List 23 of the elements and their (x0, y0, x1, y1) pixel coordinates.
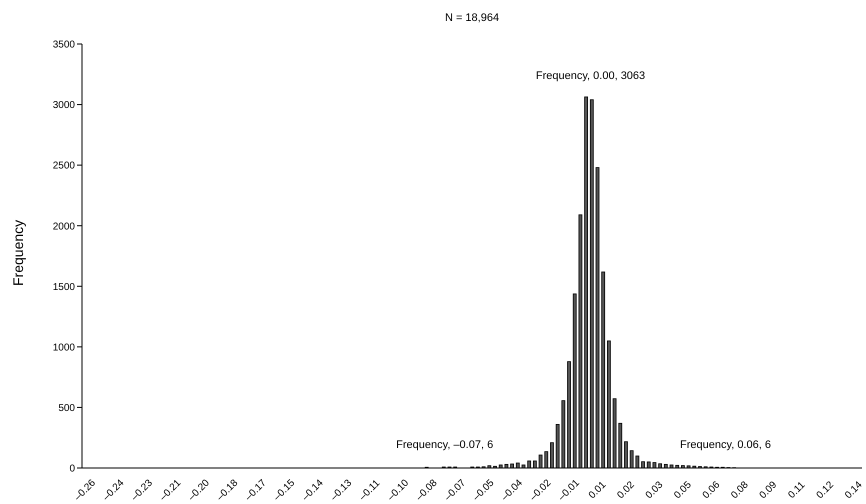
y-axis-title: Frequency (10, 220, 26, 286)
x-tick-label: 0.03 (644, 479, 666, 502)
y-tick-label: 2500 (52, 160, 76, 172)
annotation: Frequency, 0.06, 6 (679, 439, 772, 452)
y-tick-label: 0 (69, 464, 76, 475)
y-tick-label: 2000 (52, 221, 76, 232)
y-tick-label: 1500 (52, 282, 76, 293)
y-tick-label: 3500 (52, 40, 76, 51)
x-tick-label: 0.01 (586, 479, 609, 502)
x-tick-label: 0.09 (758, 479, 780, 502)
chart-title: N = 18,964 (444, 12, 500, 24)
x-tick-label: 0.06 (700, 479, 723, 502)
x-tick-label: 0.08 (729, 479, 752, 502)
annotation: Frequency, –0.07, 6 (395, 439, 494, 452)
annotation: Frequency, 0.00, 3063 (534, 70, 646, 82)
x-tick-label: 0.11 (786, 480, 808, 501)
y-tick-label: 500 (58, 402, 76, 414)
x-tick-label: 0.14 (843, 479, 865, 502)
x-tick-label: 0.12 (814, 479, 836, 502)
y-tick-label: 1000 (52, 342, 76, 354)
y-tick-label: 3000 (52, 100, 76, 112)
x-tick-label: 0.02 (615, 479, 638, 502)
x-tick-label: 0.05 (672, 479, 694, 502)
